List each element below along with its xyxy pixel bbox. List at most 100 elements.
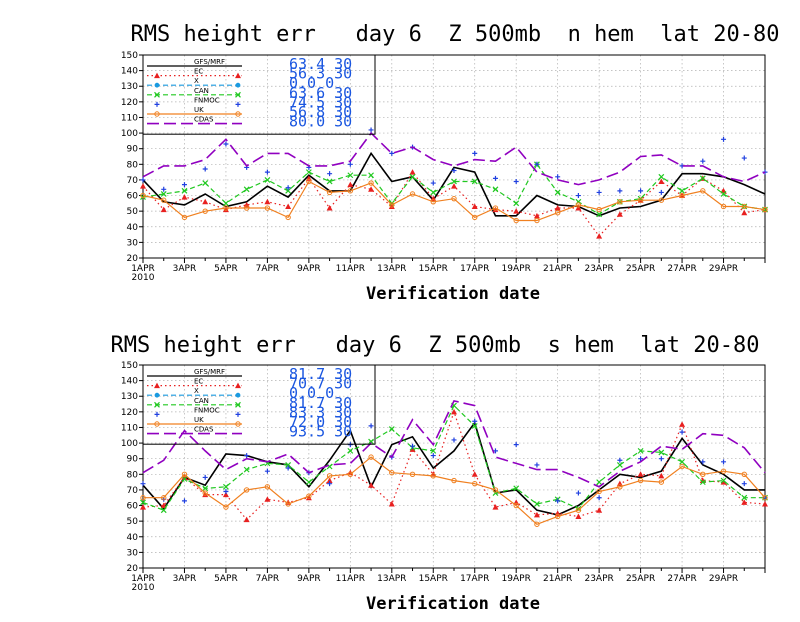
y-tick-label: 30	[127, 548, 139, 558]
x-tick-label: 13APR	[377, 264, 406, 274]
data-point	[285, 462, 292, 468]
legend-item: CAN 63.6 30	[147, 84, 352, 102]
data-point	[202, 208, 208, 214]
data-point	[202, 485, 209, 492]
legend-value: 63.4 30	[289, 55, 352, 73]
legend-label: EC	[194, 378, 203, 386]
legend-item: CDAS 93.5 30	[147, 423, 352, 441]
data-point	[347, 188, 354, 194]
data-point	[554, 210, 561, 216]
data-point	[471, 422, 478, 429]
data-point	[451, 168, 457, 174]
legend-marker	[235, 392, 241, 398]
data-point	[637, 471, 644, 477]
legend-value: 56.8 30	[289, 103, 352, 121]
y-tick-label: 80	[127, 470, 139, 480]
data-point	[534, 161, 540, 167]
data-point	[679, 187, 685, 194]
legend-item: UK 56.8 30	[147, 103, 352, 121]
data-point	[699, 175, 706, 182]
x-tick-label: 7APR	[256, 264, 280, 274]
data-point	[430, 453, 436, 459]
y-tick-label: 30	[127, 238, 139, 248]
y-tick-label: 140	[121, 377, 138, 387]
data-point	[596, 233, 603, 239]
data-point	[327, 171, 333, 177]
data-point	[720, 203, 727, 210]
data-point	[451, 477, 457, 484]
data-point	[679, 192, 685, 199]
data-point	[160, 502, 167, 509]
data-point	[721, 136, 727, 142]
data-point	[575, 202, 582, 208]
legend-marker	[235, 101, 241, 107]
data-point	[306, 493, 312, 499]
legend-item: X 0.0 0	[147, 74, 334, 92]
x-tick-label: 29APR	[709, 574, 738, 584]
legend-label: FNMOC	[194, 406, 220, 414]
data-point	[388, 500, 395, 507]
y-tick-label: 150	[121, 361, 138, 371]
data-point	[513, 178, 519, 184]
x-tick-label: 1APR	[131, 574, 155, 584]
data-point	[471, 203, 478, 209]
series-group	[140, 127, 768, 239]
data-point	[202, 491, 209, 498]
series-uk	[140, 178, 768, 224]
data-point	[161, 495, 167, 501]
x-tick-label: 19APR	[502, 264, 531, 274]
series-can	[140, 402, 768, 514]
data-point	[160, 507, 167, 514]
legend-item: EC 70.7 30	[147, 375, 352, 393]
data-point	[264, 198, 271, 205]
legend-label: GFS/MRF	[194, 368, 225, 376]
data-point	[264, 176, 271, 183]
data-point	[679, 429, 685, 435]
data-point	[596, 206, 602, 213]
y-tick-label: 140	[121, 67, 138, 77]
x-tick-label: 3APR	[173, 264, 197, 274]
data-point	[658, 449, 665, 456]
data-point	[181, 194, 188, 200]
data-point	[513, 208, 520, 214]
data-point	[596, 507, 603, 513]
data-point	[430, 199, 436, 205]
data-point	[430, 189, 437, 196]
data-point	[181, 476, 188, 482]
data-point	[700, 158, 706, 164]
data-point	[347, 161, 353, 167]
data-point	[575, 507, 582, 513]
series-line	[142, 404, 765, 511]
data-point	[181, 182, 187, 188]
data-point	[451, 183, 457, 189]
x-tick-label: 15APR	[419, 264, 448, 274]
data-point	[285, 214, 291, 221]
legend-item: UK 72.0 30	[147, 413, 352, 431]
data-point	[368, 127, 374, 133]
data-point	[762, 500, 768, 507]
legend-label: CAN	[194, 397, 209, 405]
legend-value: 83.3 30	[289, 403, 352, 421]
legend-value: 81.7 30	[289, 365, 352, 383]
data-point	[472, 418, 478, 424]
data-point	[741, 203, 747, 210]
data-point	[741, 155, 747, 161]
y-tick-label: 100	[121, 129, 138, 139]
data-point	[575, 490, 581, 496]
data-point	[638, 456, 644, 462]
data-point	[617, 457, 623, 463]
data-point	[181, 187, 188, 194]
data-point	[555, 498, 561, 504]
data-point	[554, 205, 561, 211]
data-point	[492, 504, 499, 510]
data-point	[762, 495, 768, 501]
legend-label: UK	[194, 106, 204, 114]
y-tick-label: 60	[127, 502, 139, 512]
data-point	[472, 214, 478, 221]
data-point	[762, 495, 768, 501]
legend-marker	[154, 111, 160, 117]
x-tick-label: 9APR	[297, 574, 321, 584]
data-point	[637, 477, 644, 484]
series-cdas	[142, 131, 766, 186]
legend-label: EC	[194, 68, 203, 76]
